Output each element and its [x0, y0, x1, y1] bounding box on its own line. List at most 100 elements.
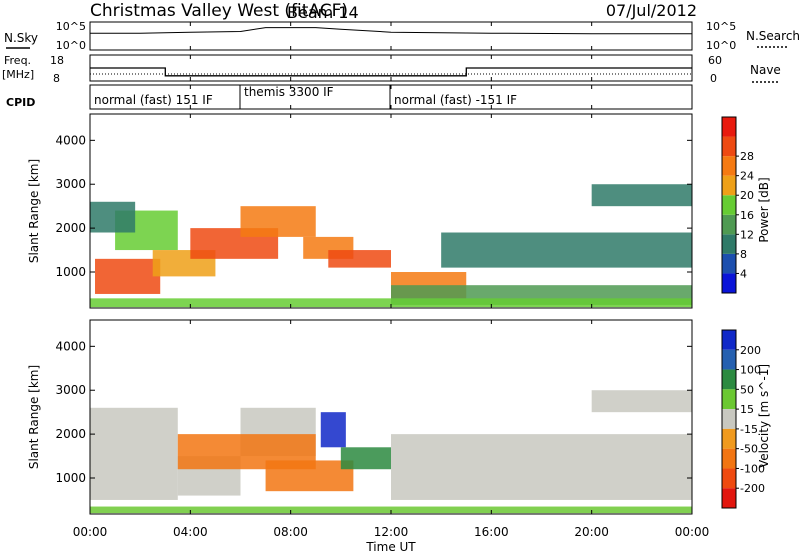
colorbar-tick-label: 8: [740, 248, 747, 261]
cpid-segment-2: themis 3300 IF: [244, 85, 334, 99]
velocity-panel: 1000 2000 3000 4000 Slant Range [km] 200 100…: [27, 319, 771, 515]
colorbar-tick-label: 100: [740, 364, 761, 377]
beam-label: Beam 14: [287, 3, 359, 22]
heatmap-region: [320, 412, 346, 448]
freq-label-line1: Freq.: [4, 54, 31, 67]
colorbar-tick-label: -15: [740, 423, 758, 436]
nsky-label: N.Sky: [4, 31, 38, 45]
x-axis: 00:00 04:00 08:00 12:00 16:00 20:00 00:00: [73, 22, 710, 539]
freq-ytick-right-top: 60: [708, 54, 722, 67]
heatmap-region: [328, 250, 391, 268]
colorbar-swatch: [722, 488, 736, 508]
freq-ytick-top: 18: [50, 54, 64, 67]
heatmap-region: [95, 258, 161, 294]
velocity-colorbar: 200 100 50 15 -15 -50 -100 -200: [721, 329, 765, 509]
heatmap-region: [90, 506, 692, 514]
power-colorbar-label: Power [dB]: [757, 177, 771, 242]
colorbar-swatch: [722, 234, 736, 254]
colorbar-tick-label: 15: [740, 403, 754, 416]
colorbar-tick-label: -50: [740, 443, 758, 456]
x-tick-label: 20:00: [574, 525, 609, 539]
power-panel: 1000 2000 3000 4000 Slant Range [km] 4 8 12 16…: [27, 113, 771, 309]
colorbar-tick-label: 24: [740, 170, 754, 183]
heatmap-region: [391, 434, 692, 500]
colorbar-swatch: [722, 468, 736, 489]
freq-ytick-bottom: 8: [53, 72, 60, 85]
colorbar-swatch: [722, 156, 736, 176]
heatmap-region: [265, 460, 354, 492]
nsky-series-line: [90, 27, 692, 35]
date-label: 07/Jul/2012: [606, 1, 697, 20]
x-tick-label: 00:00: [675, 525, 710, 539]
nsky-panel: N.Sky 10^5 10^0 10^5 10^0 N.Search: [4, 20, 800, 52]
colorbar-tick-label: 12: [740, 228, 754, 241]
nsky-ytick-right-bottom: 10^0: [706, 39, 736, 52]
y-tick-label: 2000: [55, 427, 86, 441]
y-tick-label: 2000: [55, 221, 86, 235]
nsearch-label: N.Search: [746, 29, 800, 43]
colorbar-swatch: [722, 369, 736, 390]
colorbar-tick-label: 16: [740, 209, 754, 222]
power-regions: [90, 184, 692, 308]
heatmap-region: [441, 232, 692, 268]
x-axis-label: Time UT: [365, 540, 416, 554]
colorbar-swatch: [722, 175, 736, 196]
colorbar-swatch: [722, 273, 736, 293]
colorbar-tick-label: 28: [740, 150, 754, 163]
heatmap-region: [90, 201, 136, 233]
colorbar-tick-label: -200: [740, 482, 765, 495]
colorbar-tick-label: -100: [740, 462, 765, 475]
x-tick-label: 00:00: [73, 525, 108, 539]
colorbar-swatch: [722, 330, 736, 350]
heatmap-region: [90, 407, 178, 500]
power-colorbar: 4 8 12 16 20 24 28: [721, 116, 754, 294]
y-tick-label: 1000: [55, 471, 86, 485]
cpid-segment-3: normal (fast) -151 IF: [394, 93, 517, 107]
colorbar-swatch: [722, 214, 736, 235]
colorbar-tick-label: 50: [740, 383, 754, 396]
heatmap-region: [591, 184, 692, 207]
colorbar-swatch: [722, 409, 736, 429]
power-ylabel: Slant Range [km]: [27, 159, 41, 263]
nsky-ytick-bottom: 10^0: [56, 39, 86, 52]
x-tick-label: 04:00: [173, 525, 208, 539]
x-tick-label: 12:00: [374, 525, 409, 539]
velocity-y-ticks: 1000 2000 3000 4000: [55, 339, 692, 485]
heatmap-region: [591, 390, 692, 413]
colorbar-swatch: [722, 428, 736, 449]
cpid-panel: CPID normal (fast) 151 IF themis 3300 IF…: [6, 84, 693, 110]
colorbar-swatch: [722, 136, 736, 157]
heatmap-region: [90, 298, 692, 308]
colorbar-swatch: [722, 195, 736, 215]
colorbar-tick-label: 4: [740, 267, 747, 280]
freq-series-line: [90, 67, 692, 77]
colorbar-swatch: [722, 253, 736, 274]
colorbar-tick-label: 200: [740, 344, 761, 357]
nave-label: Nave: [750, 63, 781, 77]
figure-title: Christmas Valley West (fitACF): [90, 1, 348, 21]
colorbar-swatch: [722, 117, 736, 137]
velocity-regions: [90, 390, 692, 514]
x-tick-label: 08:00: [273, 525, 308, 539]
nsky-ytick-top: 10^5: [56, 20, 86, 33]
colorbar-tick-label: 20: [740, 189, 754, 202]
y-tick-label: 3000: [55, 383, 86, 397]
power-y-ticks: 1000 2000 3000 4000: [55, 133, 692, 279]
freq-label-line2: [MHz]: [2, 68, 34, 81]
y-tick-label: 4000: [55, 133, 86, 147]
cpid-label: CPID: [6, 96, 35, 109]
y-tick-label: 3000: [55, 177, 86, 191]
colorbar-swatch: [722, 349, 736, 370]
nsky-ytick-right-top: 10^5: [706, 20, 736, 33]
cpid-segment-1: normal (fast) 151 IF: [94, 93, 213, 107]
y-tick-label: 4000: [55, 339, 86, 353]
x-tick-label: 16:00: [474, 525, 509, 539]
colorbar-swatch: [722, 389, 736, 410]
velocity-ylabel: Slant Range [km]: [27, 365, 41, 469]
heatmap-region: [340, 447, 391, 470]
velocity-colorbar-label: Velocity [m s^-1]: [757, 364, 771, 468]
freq-ytick-right-bottom: 0: [710, 72, 717, 85]
heatmap-region: [240, 206, 316, 237]
colorbar-swatch: [722, 448, 736, 469]
